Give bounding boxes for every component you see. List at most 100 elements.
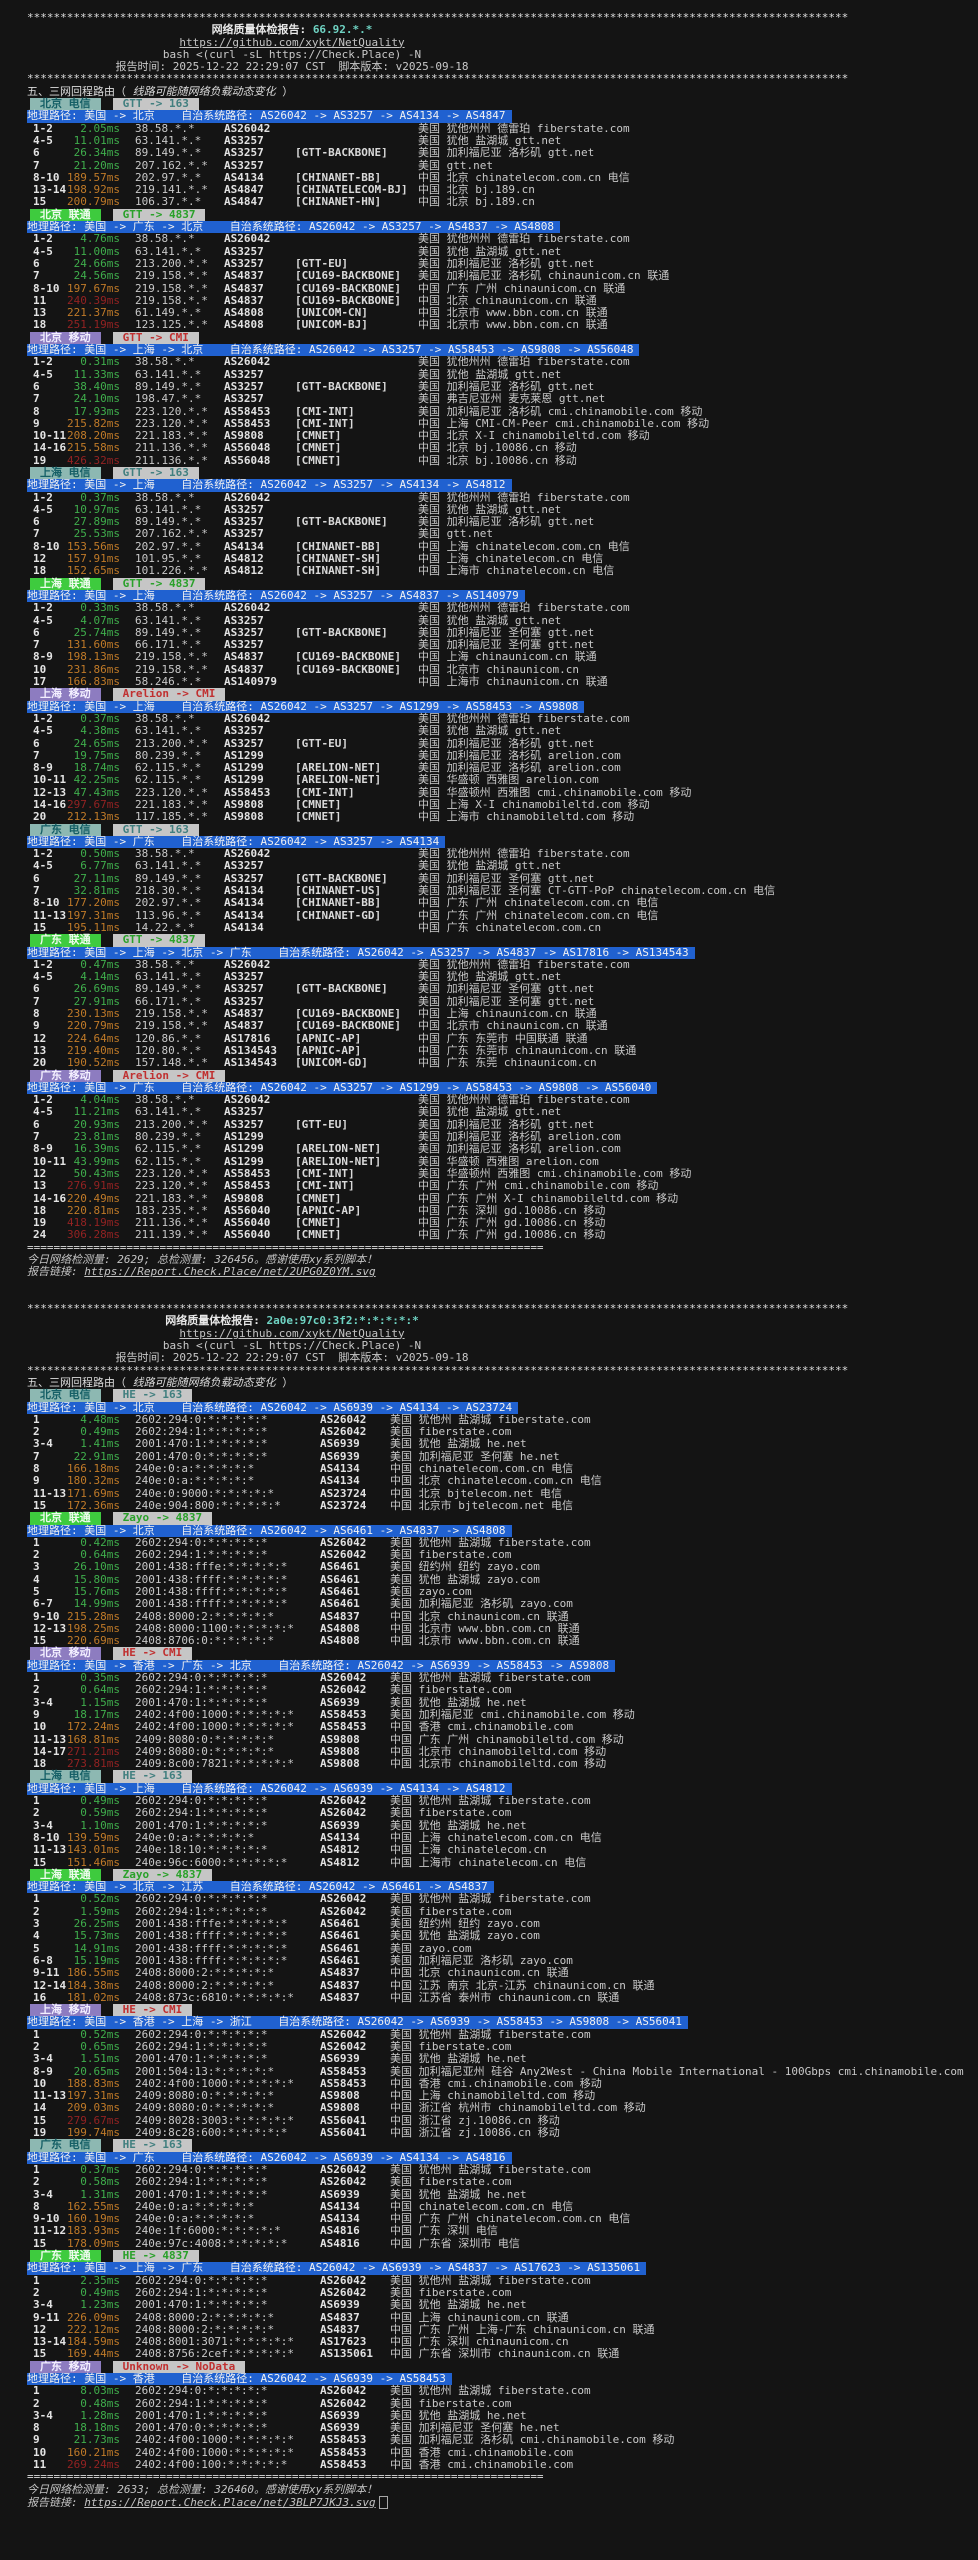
hop-row: 11-13143.01ms 240e:18:10:*:*:*:*:* AS4812 中… <box>27 1843 978 1856</box>
hop-number: 1 <box>33 2273 40 2287</box>
hop-asn: AS3257 <box>224 133 264 147</box>
hop-row: 4-5 11.21ms 63.141.*.* AS3257 美国 犹他 盐湖城 gtt.… <box>27 1106 978 1119</box>
hop-number: 9-10 <box>33 2212 60 2226</box>
hop-number: 4-5 <box>33 133 53 147</box>
route-section: 广东 联通 HE -> 4837 地理路径: 美国 -> 上海 -> 广东 自治系… <box>27 2249 978 2361</box>
hop-ip: 2602:294:0:*:*:*:*:* <box>135 1535 268 1549</box>
hop-row: 2 0.59ms 2602:294:1:*:*:*:*:* AS26042 美国 fib… <box>27 1807 978 1820</box>
report-target-ip: 2a0e:97c0:3f2:*:*:*:*:* <box>266 1314 419 1328</box>
hop-number: 7 <box>33 994 40 1008</box>
hop-row: 11-13171.69ms 240e:0:9000:*:*:*:*:* AS2372… <box>27 1487 978 1500</box>
hop-ip: 63.141.*.* <box>135 367 202 381</box>
hop-tag: [APNIC-AP] <box>295 1203 362 1217</box>
hop-tag: [CMI-INT] <box>295 416 355 430</box>
hop-location: 中国 上海市 chinatelecom.cn 电信 <box>418 564 615 578</box>
hop-ip: 202.97.*.* <box>135 896 202 910</box>
hop-asn: AS4847 <box>224 195 264 209</box>
hop-latency: 208.20ms <box>67 429 120 443</box>
hop-row: 6-7 14.99ms 2001:438:ffff:*:*:*:*:* AS6461 美… <box>27 1597 978 1610</box>
hop-row: 5 15.76ms 2001:438:ffff:*:*:*:*:* AS6461 美国 … <box>27 1585 978 1598</box>
route-badge: GTT -> 163 <box>112 97 199 111</box>
hop-latency: 2.05ms <box>80 121 120 135</box>
hop-location: 美国 弗吉尼亚州 麦克莱恩 gtt.net <box>418 392 606 406</box>
hop-latency: 276.91ms <box>67 1179 120 1193</box>
hop-ip: 2001:438:ffff:*:*:*:*:* <box>135 1953 288 1967</box>
hop-number: 18 <box>33 564 47 578</box>
hop-tag: [CMI-INT] <box>295 1179 355 1193</box>
hop-row: 4-5 4.07ms 63.141.*.* AS3257 美国 犹他 盐湖城 gtt.n… <box>27 614 978 627</box>
hop-ip: 38.58.*.* <box>135 232 195 246</box>
hop-location: 美国 犹他州州 德雷珀 fiberstate.com <box>418 601 630 615</box>
hop-asn: AS3257 <box>224 736 264 750</box>
hop-asn: AS58453 <box>320 2458 367 2472</box>
hop-row: 11-12183.93ms 240e:1f:6000:*:*:*:*:* AS481… <box>27 2225 978 2238</box>
hop-ip: 219.158.*.* <box>135 1019 208 1033</box>
hop-row: 17 166.83ms 58.246.*.* AS140979 中国 上海市 china… <box>27 675 978 688</box>
hop-number: 3 <box>33 1560 40 1574</box>
hop-location: 中国 北京 chinaunicom.cn 联通 <box>390 1966 569 1980</box>
hop-latency: 199.74ms <box>67 2126 120 2140</box>
github-link[interactable]: https://github.com/xykt/NetQuality <box>179 1326 405 1340</box>
route-sections: 北京 电信 GTT -> 163 地理路径: 美国 -> 北京 自治系统路径: A… <box>27 97 978 1242</box>
hop-latency: 220.69ms <box>67 1634 120 1648</box>
hop-asn: AS6939 <box>320 1449 360 1463</box>
hop-number: 11-13 <box>33 908 67 922</box>
hop-latency: 198.25ms <box>67 1621 120 1635</box>
hop-number: 1 <box>33 1671 40 1685</box>
hop-row: 12 224.64ms 120.86.*.* AS17816 [APNIC-AP] 中国 … <box>27 1031 978 1045</box>
hop-ip: 2001:438:fffe:*:*:*:*:* <box>135 1917 288 1931</box>
hop-location: 美国 加利福尼亚 圣何塞 he.net <box>390 1449 560 1463</box>
hop-number: 8-10 <box>33 170 60 184</box>
report-link[interactable]: https://Report.Check.Place/net/2UPG0Z0YM… <box>84 1265 376 1279</box>
hop-location: 中国 北京 chinatelecom.com.cn 电信 <box>390 1474 602 1488</box>
hop-number: 8-9 <box>33 2064 53 2078</box>
hop-ip: 2001:438:ffff:*:*:*:*:* <box>135 1929 288 1943</box>
hop-latency: 224.64ms <box>67 1031 120 1045</box>
hop-latency: 220.49ms <box>67 1191 120 1205</box>
hop-asn: AS26042 <box>320 1683 367 1697</box>
path-line: 地理路径: 美国 -> 香港 自治系统路径: AS26042 -> AS6939… <box>27 2372 452 2386</box>
hop-row: 13 276.91ms 223.120.*.* AS58453 [CMI-INT] 中国 … <box>27 1179 978 1193</box>
hop-asn: AS56040 <box>224 1203 271 1217</box>
hop-asn: AS26042 <box>320 2384 367 2398</box>
hop-latency: 0.37ms <box>80 2162 120 2176</box>
hop-asn: AS58453 <box>320 1720 367 1734</box>
hop-row: 4-5 11.01ms 63.141.*.* AS3257 美国 犹他 盐湖城 gtt.… <box>27 133 978 147</box>
hop-asn: AS56040 <box>224 1228 271 1242</box>
hop-latency: 8.03ms <box>80 2384 120 2398</box>
hop-asn: AS4134 <box>320 1830 360 1844</box>
hop-number: 8 <box>33 404 40 418</box>
report-link[interactable]: https://Report.Check.Place/net/3BLP7JKJ3… <box>84 2495 376 2509</box>
hop-tag: [CMNET] <box>295 429 342 443</box>
hop-ip: 62.115.*.* <box>135 761 202 775</box>
route-section: 上海 移动 Arelion -> CMI 地理路径: 美国 -> 上海 自治系统路… <box>27 688 978 823</box>
hop-asn: AS9808 <box>320 1757 360 1771</box>
hop-row: 9-10 215.28ms 2408:8000:2:*:*:*:*:* AS4837 中… <box>27 1610 978 1623</box>
hop-location: 美国 加利福尼亚 圣何塞 gtt.net <box>418 982 595 996</box>
hop-ip: 211.139.*.* <box>135 1228 208 1242</box>
hop-row: 1-2 4.04ms 38.58.*.* AS26042 美国 犹他州州 德雷珀 fib… <box>27 1093 978 1107</box>
hop-latency: 197.31ms <box>67 2089 120 2103</box>
hop-latency: 24.65ms <box>73 736 120 750</box>
hop-list: 1-2 0.37ms 38.58.*.* AS26042 美国 犹他州州 德雷珀 fib… <box>27 491 978 578</box>
hop-asn: AS4808 <box>224 318 264 332</box>
hop-row: 8-9 18.74ms 62.115.*.* AS1299 [ARELION-NET] 美… <box>27 761 978 775</box>
hop-row: 13 221.37ms 61.149.*.* AS4808 [UNICOM-CN] 中国 … <box>27 306 978 319</box>
hop-row: 1 0.37ms 2602:294:0:*:*:*:*:* AS26042 美国 犹他州… <box>27 2162 978 2176</box>
hop-tag: [CHINANET-HN] <box>295 195 382 209</box>
hop-asn: AS4837 <box>224 650 264 664</box>
hop-number: 14-16 <box>33 798 67 811</box>
hop-asn: AS3257 <box>224 515 264 529</box>
hop-location: 美国 犹他州州 德雷珀 fiberstate.com <box>418 1093 630 1107</box>
hop-row: 10 188.83ms 2402:4f00:1000:*:*:*:*:* AS5845… <box>27 2077 978 2090</box>
github-link[interactable]: https://github.com/xykt/NetQuality <box>179 35 405 49</box>
hop-number: 7 <box>33 1130 40 1144</box>
hop-location: 中国 广东省 深圳市 chinaunicom.cn 联通 <box>390 2347 620 2361</box>
hop-latency: 160.19ms <box>67 2212 120 2226</box>
hop-ip: 211.136.*.* <box>135 453 208 467</box>
hop-location: 美国 犹他 盐湖城 he.net <box>390 1695 527 1709</box>
section-heading: 五、三网回程路由（ 线路可能随网络负载动态变化 ） <box>27 1376 978 1389</box>
hop-location: 中国 浙江省 杭州市 chinamobileltd.com 移动 <box>390 2101 646 2115</box>
hop-latency: 178.09ms <box>67 2236 120 2250</box>
hop-asn: AS56041 <box>320 2113 367 2127</box>
